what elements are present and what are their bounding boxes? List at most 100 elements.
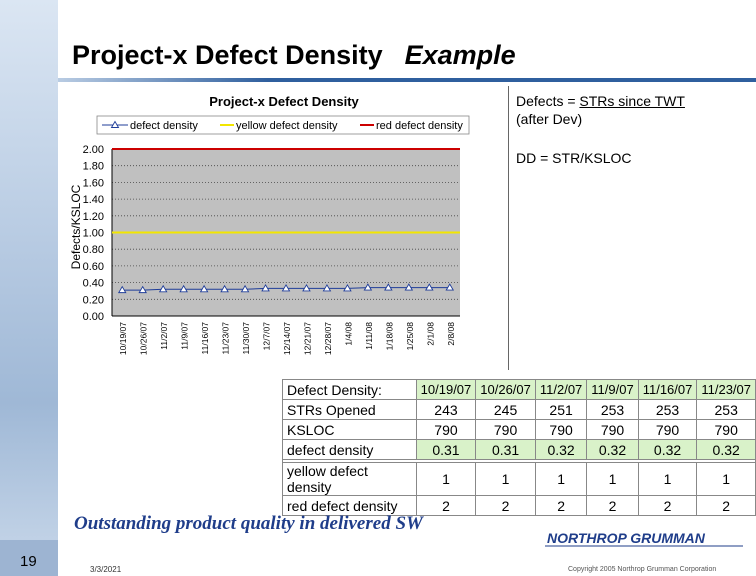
defects-note-suffix: (after Dev) [516, 111, 583, 127]
table-cell: 251 [534, 399, 588, 420]
table-cell: 790 [586, 419, 639, 440]
data-point [384, 283, 393, 291]
x-tick-label: 12/14/07 [282, 322, 292, 355]
table-cell: 253 [637, 399, 698, 420]
logo-text: NORTHROP GRUMMAN [547, 530, 706, 546]
table-cell: 1 [415, 462, 477, 496]
table-cell: 0.31 [415, 439, 477, 460]
x-tick-label: 11/16/07 [200, 322, 210, 355]
data-point [363, 283, 373, 291]
row-label: red defect density [282, 495, 417, 516]
y-tick-label: 2.00 [83, 144, 104, 156]
data-point [343, 284, 352, 292]
table-cell: 2 [534, 495, 588, 516]
row-label: defect density [282, 439, 417, 460]
copyright: Copyright 2005 Northrop Grumman Corporat… [568, 566, 717, 573]
x-tick-label: 1/4/08 [343, 322, 353, 346]
table-header-date: 11/9/07 [586, 379, 639, 400]
table-cell: 1 [475, 462, 536, 496]
y-tick-label: 1.60 [83, 177, 104, 189]
data-point [158, 284, 168, 293]
table-cell: 790 [415, 419, 477, 440]
table-cell: 790 [534, 419, 588, 440]
table-header-row: Defect Density: 10/19/07 10/26/07 11/2/0… [282, 379, 756, 400]
table-header-date: 10/19/07 [415, 379, 477, 400]
data-point [261, 284, 270, 292]
chart-legend: defect density yellow defect density red d… [96, 115, 470, 135]
data-point [199, 284, 209, 293]
formula-note: DD = STR/KSLOC [516, 150, 632, 166]
table-header-label: Defect Density: [282, 379, 417, 400]
legend-box [96, 115, 470, 135]
y-tick-label: 0.40 [83, 278, 104, 290]
table-cell: 2 [475, 495, 536, 516]
x-tick-label: 11/23/07 [221, 322, 231, 355]
tagline: Outstanding product quality in delivered… [74, 513, 423, 534]
table-row: STRs Opened 243 245 251 253 253 253 [282, 399, 756, 420]
table-header-date: 10/26/07 [475, 379, 536, 400]
data-point [322, 284, 332, 292]
row-label: STRs Opened [282, 399, 417, 420]
table-cell: 253 [586, 399, 639, 420]
x-tick-label: 10/26/07 [139, 322, 149, 355]
defect-density-table: Defect Density: 10/19/07 10/26/07 11/2/0… [282, 379, 756, 516]
defects-note: Defects = STRs since TWT (after Dev) [516, 92, 746, 128]
defects-note-underlined: STRs since TWT [579, 93, 685, 109]
x-tick-label: 10/19/07 [118, 322, 128, 355]
table-cell: 790 [475, 419, 536, 440]
data-point [240, 284, 250, 293]
defect-density-chart: Project-x Defect Density defect density y… [60, 86, 500, 368]
x-tick-label: 11/9/07 [180, 322, 190, 350]
legend-marker [110, 120, 120, 128]
row-label: KSLOC [282, 419, 417, 440]
y-tick-label: 0.20 [83, 294, 104, 306]
y-tick-label: 1.40 [83, 194, 104, 206]
data-point [281, 284, 291, 292]
table-cell: 790 [696, 419, 756, 440]
plot-area: 0.00 0.20 0.40 0.60 0.80 1.00 1.20 1.40 1.60 1.80… [83, 144, 460, 355]
footer-date: 3/3/2021 [90, 565, 122, 574]
y-tick-label: 1.80 [83, 161, 104, 173]
title-underline [58, 78, 756, 82]
legend-label: defect density [130, 120, 198, 132]
table-header-date: 11/16/07 [637, 379, 698, 400]
x-tick-label: 2/1/08 [425, 322, 435, 346]
x-tick-label: 12/28/07 [323, 322, 333, 355]
data-point [220, 284, 229, 293]
data-point [425, 283, 434, 291]
table-row: KSLOC 790 790 790 790 790 790 [282, 419, 756, 440]
table-cell: 1 [696, 462, 756, 496]
slide-title: Project-x Defect Density Example [72, 40, 516, 71]
y-tick-label: 1.20 [83, 211, 104, 223]
x-tick-label: 1/18/08 [384, 322, 394, 351]
table-cell: 0.32 [637, 439, 698, 460]
table-cell: 0.31 [475, 439, 536, 460]
y-tick-label: 0.80 [83, 244, 104, 256]
x-tick-label: 11/2/07 [159, 322, 169, 350]
data-point [179, 284, 188, 293]
table-cell: 1 [586, 462, 639, 496]
table-cell: 243 [415, 399, 477, 420]
x-tick-label: 11/30/07 [241, 322, 251, 355]
table-header-date: 11/23/07 [696, 379, 756, 400]
left-bar-footer [0, 540, 58, 576]
row-label: yellow defect density [282, 462, 417, 496]
northrop-grumman-logo: NORTHROP GRUMMAN [545, 530, 743, 547]
x-tick-label: 12/21/07 [302, 322, 312, 355]
table-cell: 790 [637, 419, 698, 440]
defects-note-prefix: Defects = [516, 93, 580, 109]
table-cell: 2 [586, 495, 639, 516]
page-number: 19 [20, 553, 37, 570]
legend-label: red defect density [376, 120, 463, 132]
slide-title-text: Project-x Defect Density [72, 40, 383, 70]
table-cell: 0.32 [696, 439, 756, 460]
data-point [138, 285, 147, 294]
data-point [302, 284, 311, 292]
divider-line [508, 86, 509, 370]
y-axis-label: Defects/KSLOC [69, 184, 83, 269]
table-row: defect density 0.31 0.31 0.32 0.32 0.32 … [282, 439, 756, 460]
table-cell: 1 [637, 462, 698, 496]
x-tick-label: 2/8/08 [446, 322, 456, 346]
table-cell: 2 [696, 495, 756, 516]
table-cell: 1 [534, 462, 588, 496]
